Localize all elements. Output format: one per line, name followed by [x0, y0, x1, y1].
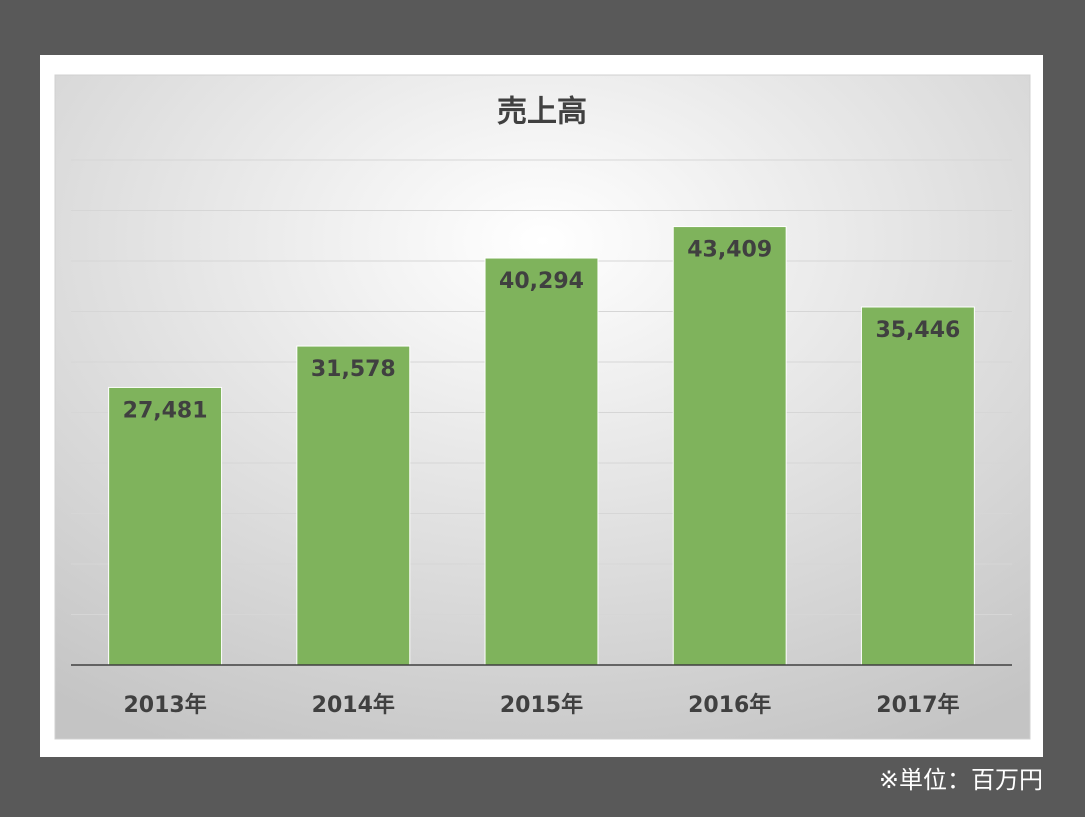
data-label: 31,578	[311, 357, 396, 382]
x-tick-label: 2014年	[312, 692, 395, 718]
bar	[672, 226, 787, 666]
bar	[108, 386, 223, 666]
data-label: 35,446	[875, 318, 960, 343]
unit-note: ※単位：百万円	[879, 766, 1043, 794]
bar	[296, 345, 411, 666]
x-tick-label: 2017年	[876, 692, 959, 718]
x-tick-label: 2013年	[123, 692, 206, 718]
data-label: 27,481	[123, 398, 208, 423]
x-tick-label: 2016年	[688, 692, 771, 718]
x-tick-label: 2015年	[500, 692, 583, 718]
bar	[860, 306, 975, 666]
chart-title: 売上高	[497, 95, 587, 130]
data-label: 40,294	[499, 269, 584, 294]
bar	[484, 257, 599, 666]
data-label: 43,409	[687, 238, 772, 263]
